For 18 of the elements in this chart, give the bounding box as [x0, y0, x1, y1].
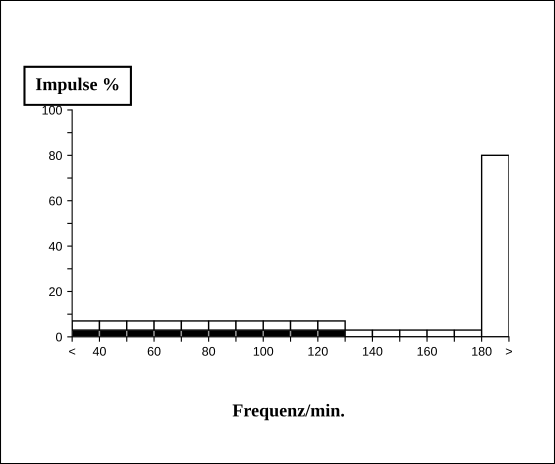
x-tick-label: 80: [202, 346, 216, 356]
y-tick-label: 0: [56, 332, 62, 342]
x-tick-label: 160: [418, 346, 437, 356]
x-tick-label: 60: [148, 346, 161, 356]
x-tick-label: 40: [92, 346, 106, 356]
x-tick-label: <: [69, 348, 76, 355]
x-tick-label: 100: [254, 346, 274, 356]
y-tick-label: 40: [48, 242, 62, 251]
y-tick-label: 100: [42, 106, 62, 115]
x-tick-label: >: [506, 348, 512, 355]
x-tick-label: 180: [472, 346, 492, 356]
y-tick-label: 20: [49, 287, 62, 296]
x-tick-label: 120: [308, 346, 328, 356]
x-tick-label: 140: [362, 346, 382, 356]
x-axis-title: Frequenz/min.: [232, 404, 344, 420]
y-tick-label: 60: [49, 196, 62, 206]
y-tick-label: 80: [49, 151, 62, 160]
y-axis-title: Impulse %: [36, 78, 118, 94]
